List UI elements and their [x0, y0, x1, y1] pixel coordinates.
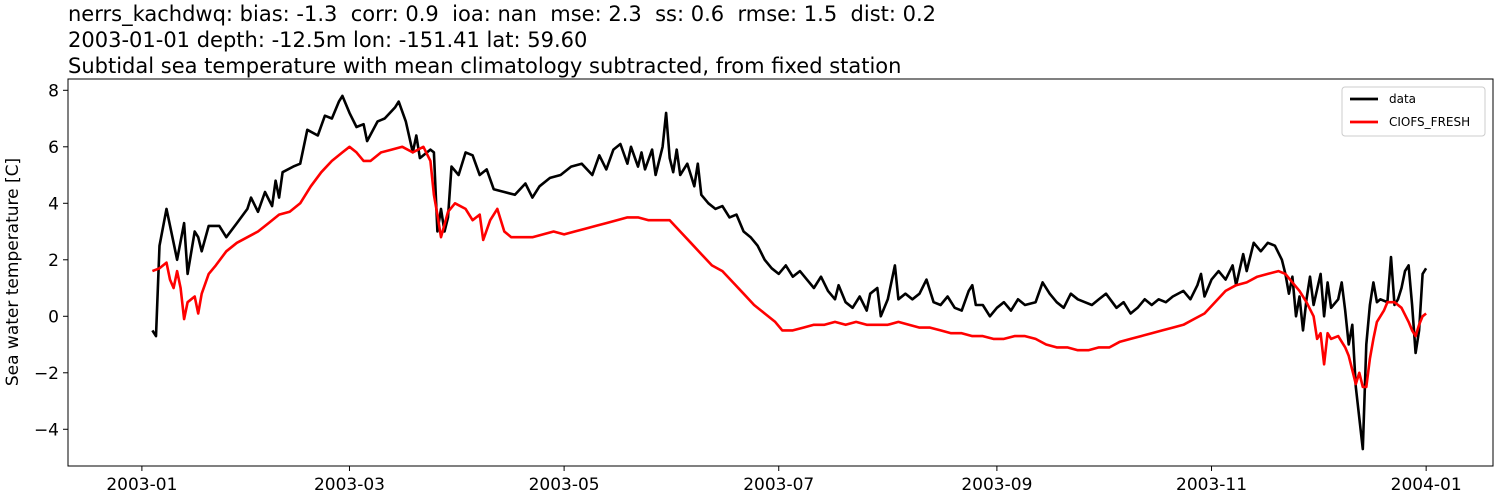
- x-axis: 2003-01 2003-03 2003-05 2003-07 2003-09 2003-…: [106, 466, 1462, 495]
- x-tick-label: 2004-01: [1391, 475, 1462, 495]
- x-tick-label: 2003-09: [961, 475, 1032, 495]
- legend-label-data: data: [1389, 92, 1416, 106]
- legend: data CIOFS_FRESH: [1341, 86, 1486, 137]
- y-tick-label: 4: [48, 194, 59, 214]
- x-tick-label: 2003-05: [529, 475, 600, 495]
- title-line-stats: nerrs_kachdwq: bias: -1.3 corr: 0.9 ioa:…: [68, 2, 937, 26]
- y-tick-label: 6: [48, 138, 59, 158]
- plot-frame: [67, 78, 1494, 467]
- legend-label-ciofs-fresh: CIOFS_FRESH: [1389, 115, 1470, 129]
- y-tick-label: 0: [48, 307, 59, 327]
- y-tick-label: 8: [48, 81, 59, 101]
- y-tick-label: 2: [48, 251, 59, 271]
- y-tick-label: −2: [34, 364, 59, 384]
- chart-title: nerrs_kachdwq: bias: -1.3 corr: 0.9 ioa:…: [68, 1, 936, 79]
- y-axis: −4 −2 0 2 4 6 8: [34, 81, 68, 440]
- x-tick-label: 2003-11: [1176, 475, 1247, 495]
- title-line-description: Subtidal sea temperature with mean clima…: [68, 54, 902, 78]
- series-line-data: [151, 94, 1428, 451]
- series-layer: [151, 94, 1428, 451]
- y-axis-label: Sea water temperature [C]: [3, 158, 23, 386]
- title-line-station: 2003-01-01 depth: -12.5m lon: -151.41 la…: [68, 28, 588, 52]
- x-tick-label: 2003-03: [314, 475, 385, 495]
- x-tick-label: 2003-07: [743, 475, 814, 495]
- y-tick-label: −4: [34, 420, 59, 440]
- x-tick-label: 2003-01: [106, 475, 177, 495]
- series-line-ciofs-fresh: [151, 145, 1427, 389]
